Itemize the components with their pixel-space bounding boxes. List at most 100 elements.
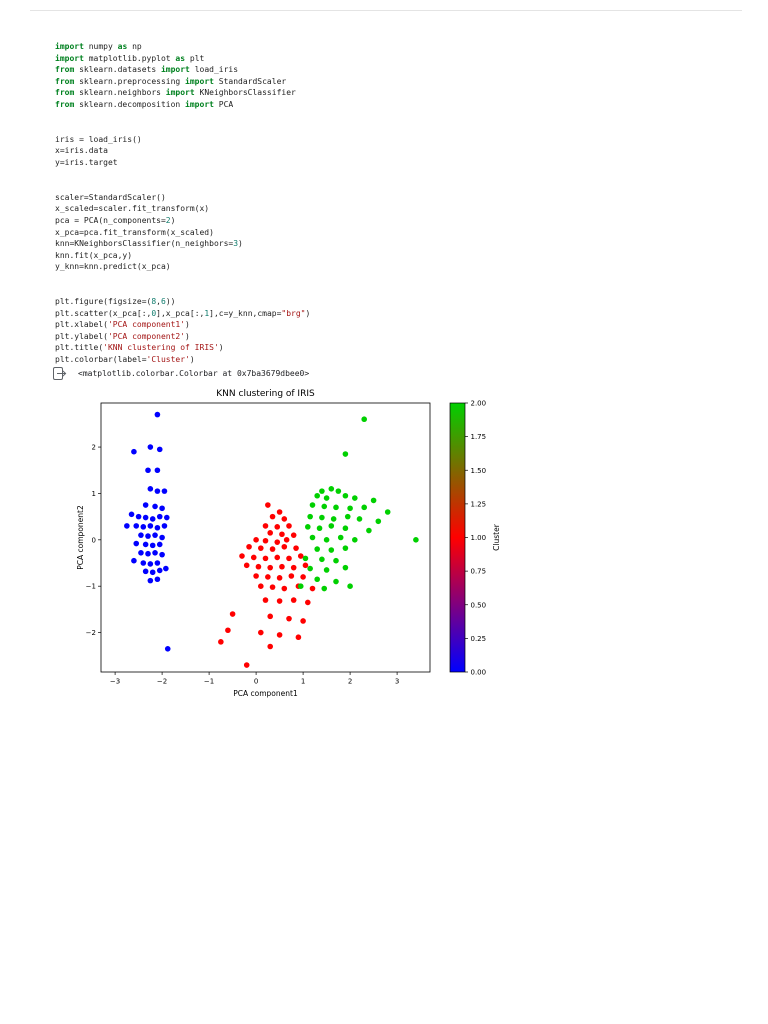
code-line[interactable]	[55, 284, 310, 296]
code-line[interactable]	[55, 180, 310, 192]
code-token-keyword: from	[55, 99, 75, 109]
code-line[interactable]	[55, 273, 310, 285]
scatter-point-cluster-0	[161, 488, 168, 494]
scatter-point-cluster-1	[258, 629, 264, 636]
scatter-point-cluster-2	[333, 504, 339, 511]
code-line[interactable]: import numpy as np	[55, 42, 142, 51]
scatter-point-cluster-2	[314, 492, 320, 499]
scatter-point-cluster-1	[255, 563, 262, 570]
scatter-point-cluster-0	[149, 542, 156, 549]
scatter-point-cluster-0	[128, 511, 135, 518]
code-line[interactable]: plt.xlabel('PCA component1')	[55, 320, 190, 330]
code-line[interactable]: from sklearn.preprocessing import Standa…	[55, 76, 287, 86]
code-line[interactable]: x_pca=pca.fit_transform(x_scaled)	[55, 227, 214, 237]
scatter-point-cluster-1	[267, 613, 273, 620]
scatter-point-cluster-2	[352, 537, 358, 543]
code-line[interactable]: x_scaled=scaler.fit_transform(x)	[55, 204, 210, 214]
code-line[interactable]: pca = PCA(n_components=2)	[55, 215, 176, 225]
scatter-point-cluster-0	[124, 523, 130, 529]
scatter-point-cluster-1	[253, 537, 259, 543]
y-tick-label: −1	[86, 583, 96, 591]
scatter-point-cluster-1	[288, 573, 295, 579]
code-line[interactable]: iris = load_iris()	[55, 134, 142, 144]
code-line[interactable]: knn=KNeighborsClassifier(n_neighbors=3)	[55, 239, 243, 249]
scatter-point-cluster-1	[225, 627, 231, 634]
code-token-keyword: import	[185, 76, 214, 86]
scatter-point-cluster-2	[305, 524, 311, 530]
output-text: <matplotlib.colorbar.Colorbar at 0x7ba36…	[78, 369, 310, 378]
scatter-point-cluster-2	[344, 513, 351, 520]
code-line[interactable]	[55, 111, 310, 123]
scatter-point-cluster-1	[269, 546, 276, 552]
code-line[interactable]: from sklearn.decomposition import PCA	[55, 99, 234, 109]
scatter-point-cluster-0	[154, 411, 161, 418]
scatter-point-cluster-1	[279, 563, 285, 570]
scatter-point-cluster-1	[274, 554, 281, 561]
code-line[interactable]: import matplotlib.pyplot as plt	[55, 53, 205, 63]
code-token-keyword: from	[55, 88, 75, 98]
scatter-point-cluster-0	[142, 514, 149, 521]
scatter-point-cluster-0	[147, 577, 154, 584]
code-line[interactable]: from sklearn.neighbors import KNeighbors…	[55, 88, 296, 98]
x-tick-label: 2	[348, 678, 352, 686]
scatter-point-cluster-1	[243, 662, 250, 668]
scatter-point-cluster-2	[328, 523, 335, 529]
colorbar-tick-label: 0.50	[471, 601, 487, 609]
code-token-number: 0	[151, 308, 157, 318]
scatter-point-cluster-0	[138, 550, 144, 556]
figure-output: KNN clustering of IRIS −3 −2 −1 0 1 2 3 −2 −1 0 1 2 P…	[72, 384, 542, 719]
code-token-keyword: as	[175, 53, 186, 63]
code-token-keyword: import	[55, 53, 84, 63]
scatter-point-cluster-0	[156, 513, 163, 520]
scatter-point-cluster-2	[370, 497, 377, 504]
x-axis-label: PCA component1	[233, 689, 298, 698]
code-line[interactable]: y=iris.target	[55, 157, 118, 167]
colorbar-tick-label: 0.00	[471, 669, 487, 677]
scatter-point-cluster-1	[279, 531, 285, 538]
scatter-point-cluster-0	[149, 516, 156, 522]
code-line[interactable]: plt.title('KNN clustering of IRIS')	[55, 343, 224, 353]
scatter-point-cluster-1	[293, 545, 299, 551]
scatter-point-cluster-2	[347, 505, 353, 512]
code-line[interactable]: knn.fit(x_pca,y)	[55, 250, 133, 260]
scatter-point-cluster-2	[333, 557, 339, 564]
scatter-point-cluster-1	[276, 632, 283, 638]
top-divider	[30, 10, 742, 11]
colorbar-tick-label: 1.50	[471, 467, 487, 475]
code-cell[interactable]: import numpy as np import matplotlib.pypl…	[55, 41, 310, 366]
code-line[interactable]	[55, 169, 310, 181]
scatter-point-cluster-0	[164, 514, 170, 521]
colorbar-label: Cluster	[492, 523, 501, 551]
code-token-keyword: as	[117, 42, 128, 51]
code-line[interactable]: y_knn=knn.predict(x_pca)	[55, 262, 171, 272]
code-line[interactable]: plt.colorbar(label='Cluster')	[55, 355, 195, 365]
code-token-string: 'PCA component1'	[107, 320, 186, 330]
scatter-point-cluster-1	[267, 564, 273, 571]
code-line[interactable]: plt.scatter(x_pca[:,0],x_pca[:,1],c=y_kn…	[55, 308, 311, 318]
scatter-point-cluster-2	[337, 534, 344, 541]
scatter-point-cluster-2	[323, 537, 330, 543]
scatter-point-cluster-1	[300, 574, 306, 580]
scatter-point-cluster-1	[276, 509, 283, 515]
code-line[interactable]	[55, 122, 310, 134]
scatter-point-cluster-0	[145, 550, 151, 557]
code-line[interactable]: from sklearn.datasets import load_iris	[55, 65, 239, 75]
scatter-point-cluster-0	[152, 503, 158, 510]
y-tick-label: 2	[92, 444, 96, 452]
scatter-point-cluster-2	[319, 514, 325, 521]
code-line[interactable]: scaler=StandardScaler()	[55, 192, 166, 202]
chart-title: KNN clustering of IRIS	[216, 389, 315, 399]
scatter-point-cluster-0	[142, 568, 149, 575]
scatter-point-cluster-0	[145, 467, 151, 474]
figure-svg: KNN clustering of IRIS −3 −2 −1 0 1 2 3 −2 −1 0 1 2 P…	[76, 389, 501, 698]
code-line[interactable]: x=iris.data	[55, 146, 108, 156]
code-line[interactable]: plt.ylabel('PCA component2')	[55, 331, 190, 341]
x-tick-label: 0	[254, 678, 258, 686]
x-tick-label: −1	[204, 678, 214, 686]
output-row: <matplotlib.colorbar.Colorbar at 0x7ba36…	[53, 367, 309, 380]
code-token-number: 6	[160, 297, 166, 307]
colorbar-tick-label: 1.75	[471, 433, 487, 441]
scatter-point-cluster-2	[323, 495, 330, 501]
code-line[interactable]: plt.figure(figsize=(8,6))	[55, 297, 176, 307]
